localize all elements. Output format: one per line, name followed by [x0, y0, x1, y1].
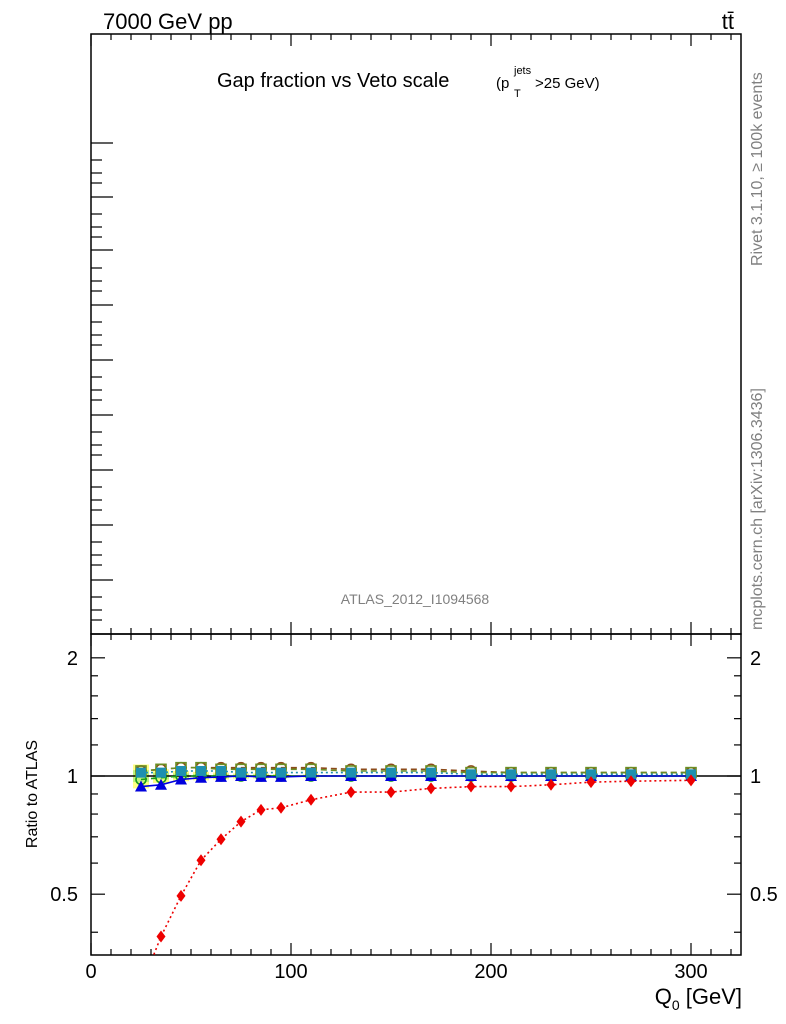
top-panel-frame	[90, 33, 742, 635]
ratio-panel-content	[91, 761, 741, 993]
series-4-point	[156, 767, 166, 778]
series-3-point	[215, 770, 227, 782]
y-tick-label-right: 0.5	[750, 884, 778, 906]
plot-title-cut-open: (p	[496, 75, 509, 92]
x-axis-label-sub: 0	[672, 997, 680, 1013]
series-5-point	[586, 776, 596, 789]
series-4-point	[176, 765, 186, 776]
series-1-line	[140, 766, 691, 774]
series-4-point	[276, 767, 286, 778]
process-label: tt̄	[722, 9, 734, 34]
plot-title-cut-sup: jets	[513, 65, 532, 77]
energy-label: 7000 GeV pp	[103, 9, 233, 34]
series-3-point	[175, 773, 187, 785]
series-5-point	[626, 775, 636, 788]
series-5-point	[426, 782, 436, 795]
series-4-point	[136, 767, 146, 778]
series-5-point	[306, 793, 316, 806]
series-4-point	[586, 769, 596, 780]
y-axis-label: Ratio to ATLAS	[24, 740, 41, 848]
series-3-point	[155, 778, 167, 790]
series-5-line	[152, 779, 692, 955]
series-4-point	[686, 769, 696, 780]
series-4-point	[386, 767, 396, 778]
series-4-point	[306, 767, 316, 778]
series-5-point	[466, 780, 476, 793]
x-tick-label: 300	[674, 961, 707, 983]
series-5-point	[386, 786, 396, 799]
ratio-plot-area	[91, 761, 741, 993]
series-5-point	[256, 803, 266, 816]
series-4-point	[506, 769, 516, 780]
x-tick-label: 200	[474, 961, 507, 983]
plot-title-main: Gap fraction vs Veto scale	[217, 70, 449, 92]
series-5-point	[216, 833, 226, 846]
x-axis-label-unit: [GeV]	[680, 984, 742, 1009]
plot-title-cut-sub: T	[514, 88, 521, 100]
series-4-point	[346, 767, 356, 778]
series-4-point	[236, 767, 246, 778]
series-4-point	[426, 767, 436, 778]
plot-title-cut-close: >25 GeV)	[535, 75, 600, 92]
y-tick-label-right: 1	[750, 766, 761, 788]
series-4-point	[466, 769, 476, 780]
plot-title: Gap fraction vs Veto scale	[217, 70, 449, 92]
y-tick-label-right: 2	[750, 648, 761, 670]
series-5-point	[236, 815, 246, 828]
ratio-panel-ticks: 0 100 200 300 0.5 0.5 1 1 2 2	[50, 634, 778, 983]
series-4-point	[626, 769, 636, 780]
series-5-point	[276, 801, 286, 814]
series-5-point	[196, 854, 206, 867]
series-3-point	[195, 771, 207, 783]
plot-title-cut: (p	[496, 75, 509, 92]
series-3-point	[135, 780, 147, 792]
y-tick-label: 1	[67, 766, 78, 788]
rivet-label: Rivet 3.1.10, ≥ 100k events	[749, 72, 766, 266]
x-axis-label-main: Q	[655, 984, 672, 1009]
mcplots-label: mcplots.cern.ch [arXiv:1306.3436]	[749, 388, 766, 630]
series-5-point	[137, 981, 146, 993]
series-2-line	[140, 766, 691, 774]
y-tick-label: 0.5	[50, 884, 78, 906]
series-5-point	[506, 780, 516, 793]
series-4-point	[256, 767, 266, 778]
ratio-panel-frame	[90, 633, 742, 956]
x-tick-label: 0	[85, 961, 96, 983]
series-4-point	[196, 765, 206, 776]
series-4-point	[216, 765, 226, 776]
series-5-point	[546, 778, 556, 791]
series-5-point	[346, 786, 356, 799]
y-tick-label: 2	[67, 648, 78, 670]
series-4-point	[546, 769, 556, 780]
x-tick-label: 100	[274, 961, 307, 983]
analysis-label: ATLAS_2012_I1094568	[341, 591, 490, 607]
series-5-point	[156, 930, 166, 943]
x-axis-label: Q0 [GeV]	[655, 984, 742, 1013]
top-panel-ticks	[90, 34, 732, 634]
series-5-point	[176, 889, 186, 902]
series-5-point	[686, 774, 696, 787]
